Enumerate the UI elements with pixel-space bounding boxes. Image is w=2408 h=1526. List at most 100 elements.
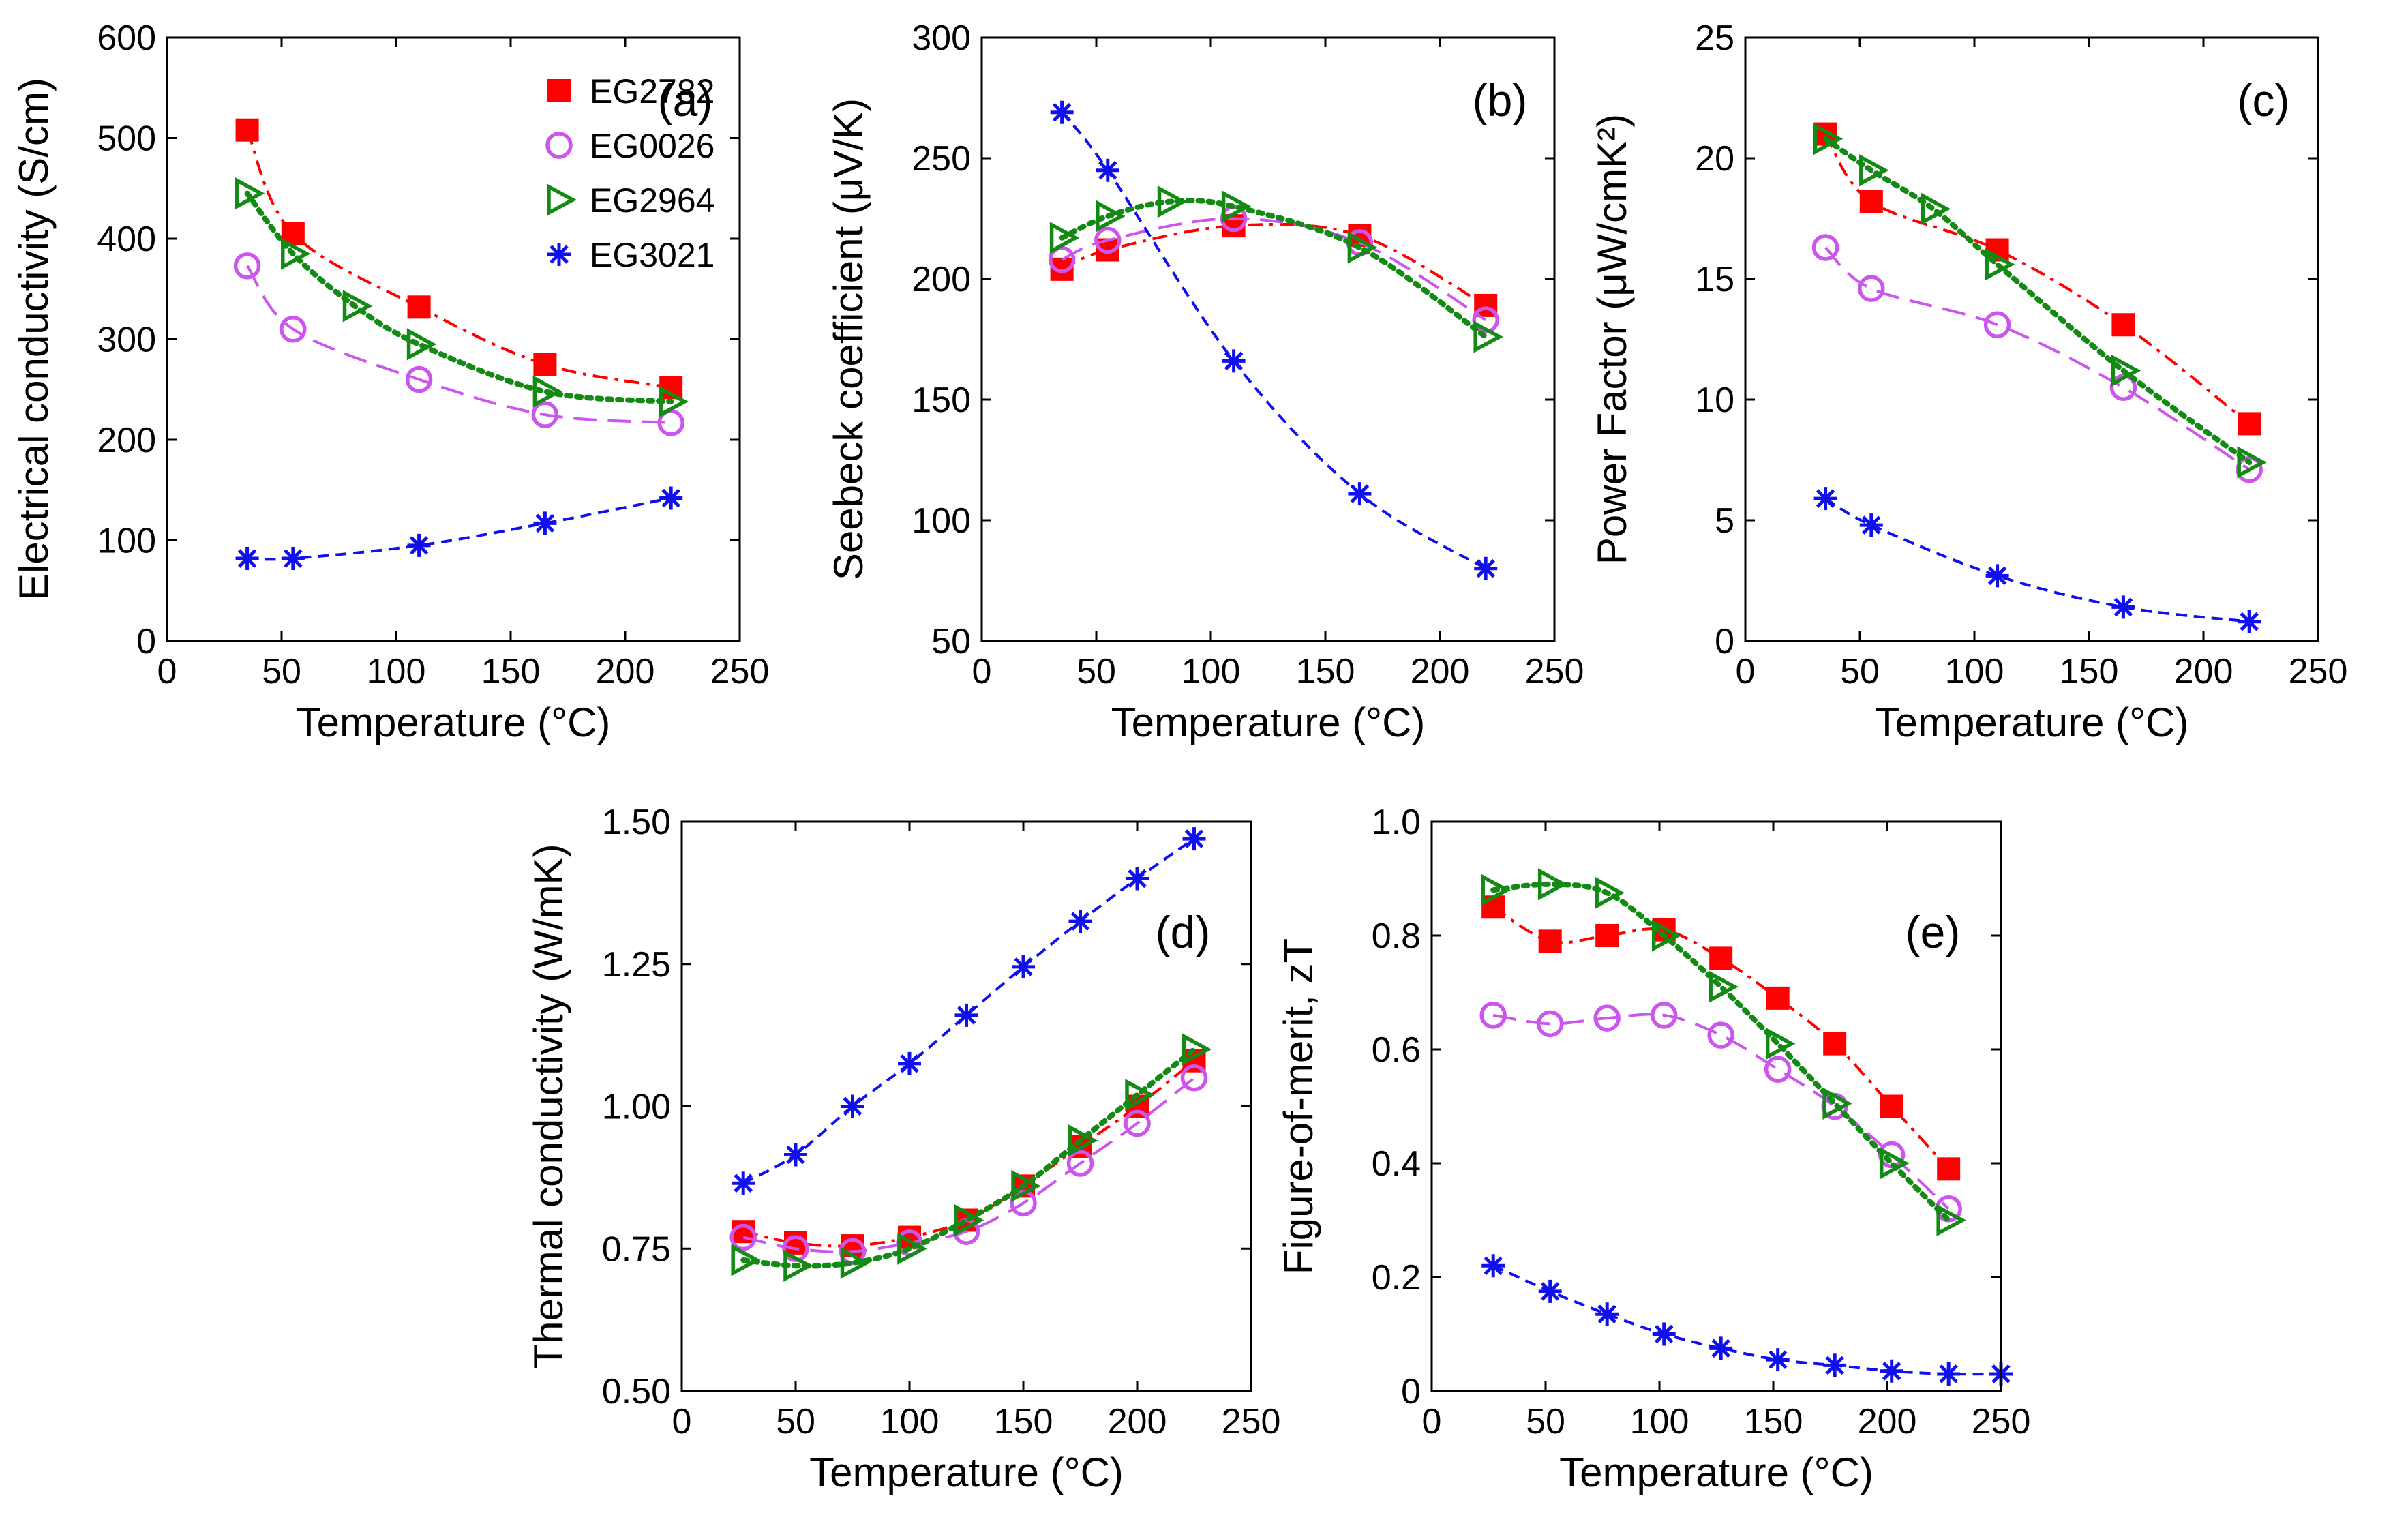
data-point-eg0026 xyxy=(1066,1150,1094,1177)
x-axis-label: Temperature (°C) xyxy=(1111,700,1426,745)
data-point-eg3021 xyxy=(1709,1336,1733,1360)
panel-label: (b) xyxy=(1473,75,1528,125)
legend-marker-eg2782 xyxy=(547,79,571,102)
y-tick-label: 10 xyxy=(1695,380,1734,420)
x-tick-label: 250 xyxy=(2289,652,2348,691)
y-tick-label: 20 xyxy=(1695,139,1734,179)
series-line-eg2964 xyxy=(1059,197,1489,340)
data-point-eg3021 xyxy=(1859,513,1883,537)
data-point-eg2964 xyxy=(840,1246,871,1279)
y-tick-label: 0.75 xyxy=(602,1229,671,1269)
x-tick-label: 200 xyxy=(1108,1402,1167,1441)
data-point-eg2964 xyxy=(342,290,373,323)
data-point-eg0026 xyxy=(1479,1002,1507,1029)
panel-label: (d) xyxy=(1156,907,1211,957)
y-tick-label: 500 xyxy=(97,119,156,159)
data-point-eg2782 xyxy=(533,353,557,376)
legend-marker-eg0026 xyxy=(545,132,573,159)
data-point-eg2782 xyxy=(1880,1094,1903,1118)
y-tick-label: 300 xyxy=(912,18,971,58)
x-axis-label: Temperature (°C) xyxy=(1559,1450,1873,1495)
data-point-eg3021 xyxy=(533,511,557,535)
data-point-eg2782 xyxy=(1538,929,1562,953)
y-tick-label: 0.4 xyxy=(1372,1144,1421,1184)
y-axis-label: Electrical conductivity (S/cm) xyxy=(11,78,57,601)
data-point-eg0026 xyxy=(531,401,559,428)
data-point-eg3021 xyxy=(1652,1322,1676,1346)
data-point-eg3021 xyxy=(281,547,305,570)
data-point-eg2964 xyxy=(1822,1087,1852,1120)
series-line-eg3021 xyxy=(1824,497,2250,623)
x-tick-label: 0 xyxy=(972,652,992,691)
data-point-eg3021 xyxy=(1126,867,1149,891)
x-tick-label: 100 xyxy=(880,1402,939,1441)
x-tick-label: 200 xyxy=(2174,652,2233,691)
legend-marker-eg3021 xyxy=(547,243,571,266)
data-point-eg3021 xyxy=(841,1094,864,1118)
y-tick-label: 0.6 xyxy=(1372,1030,1421,1070)
data-point-eg0026 xyxy=(233,252,261,280)
data-point-eg2964 xyxy=(1813,123,1843,155)
x-tick-label: 100 xyxy=(1182,652,1241,691)
data-point-eg2964 xyxy=(1182,1033,1212,1066)
data-point-eg3021 xyxy=(1068,910,1092,933)
data-point-eg3021 xyxy=(1096,158,1119,182)
y-tick-label: 0.50 xyxy=(602,1372,671,1411)
data-point-eg2964 xyxy=(235,177,265,210)
data-point-eg3021 xyxy=(1937,1362,1961,1386)
y-tick-label: 0 xyxy=(136,622,156,661)
data-point-eg2964 xyxy=(1347,231,1378,264)
x-axis-label: Temperature (°C) xyxy=(809,1450,1124,1495)
legend-label-eg0026: EG0026 xyxy=(590,127,714,165)
data-point-eg2964 xyxy=(1921,192,1951,225)
data-point-eg2964 xyxy=(1157,185,1188,218)
series-line-eg2964 xyxy=(1822,136,2253,465)
y-tick-label: 0.2 xyxy=(1372,1258,1421,1298)
series-line-eg2964 xyxy=(244,190,674,404)
x-tick-label: 50 xyxy=(776,1402,815,1441)
data-point-eg2964 xyxy=(1068,1124,1098,1157)
data-point-eg2964 xyxy=(1125,1079,1155,1111)
data-point-eg0026 xyxy=(1536,1010,1564,1038)
series-line-eg2782 xyxy=(1824,133,2251,425)
data-point-eg2964 xyxy=(2111,354,2141,387)
y-tick-label: 0 xyxy=(1401,1372,1421,1411)
series-line-eg3021 xyxy=(1492,1264,2002,1376)
data-point-eg2964 xyxy=(1473,320,1503,353)
data-point-eg3021 xyxy=(1348,482,1372,506)
y-tick-label: 50 xyxy=(931,622,971,661)
data-point-eg2782 xyxy=(2238,412,2261,436)
chart-panel-e: 0 50 100 150 200 250 0 0.2 0.4 0.6 0.8 1.0 Temperatu… xyxy=(1276,803,2030,1495)
x-axis-label: Temperature (°C) xyxy=(297,700,611,745)
series-line-eg0026 xyxy=(1061,217,1487,321)
x-tick-label: 200 xyxy=(1411,652,1470,691)
data-point-eg0026 xyxy=(1983,311,2011,339)
y-tick-label: 300 xyxy=(97,320,156,360)
data-point-eg2964 xyxy=(1595,876,1625,909)
x-tick-label: 50 xyxy=(1840,652,1880,691)
data-point-eg0026 xyxy=(1180,1064,1208,1092)
y-tick-label: 400 xyxy=(97,220,156,259)
panel-label: (e) xyxy=(1906,907,1961,957)
series-line-eg0026 xyxy=(1824,246,2251,471)
data-point-eg0026 xyxy=(1858,275,1885,302)
data-point-eg2964 xyxy=(783,1249,813,1282)
data-point-eg3021 xyxy=(954,1003,978,1027)
series-line-eg3021 xyxy=(742,837,1195,1184)
data-point-eg2782 xyxy=(1709,946,1733,970)
data-point-eg2964 xyxy=(1481,873,1511,906)
data-point-eg2964 xyxy=(1765,1028,1796,1060)
data-point-eg2964 xyxy=(1651,919,1682,952)
x-tick-label: 0 xyxy=(157,652,177,691)
data-point-eg0026 xyxy=(729,1223,757,1251)
data-point-eg0026 xyxy=(1593,1004,1621,1032)
data-point-eg2782 xyxy=(1937,1157,1961,1181)
data-point-eg2782 xyxy=(1859,190,1883,213)
x-tick-label: 0 xyxy=(1422,1402,1442,1441)
y-axis-label: Figure-of-merit, zT xyxy=(1276,938,1321,1274)
data-point-eg2964 xyxy=(1096,200,1126,233)
y-tick-label: 200 xyxy=(97,421,156,460)
data-point-eg3021 xyxy=(1823,1353,1847,1377)
legend-label-eg2964: EG2964 xyxy=(590,181,714,220)
legend-label-eg3021: EG3021 xyxy=(590,236,714,274)
